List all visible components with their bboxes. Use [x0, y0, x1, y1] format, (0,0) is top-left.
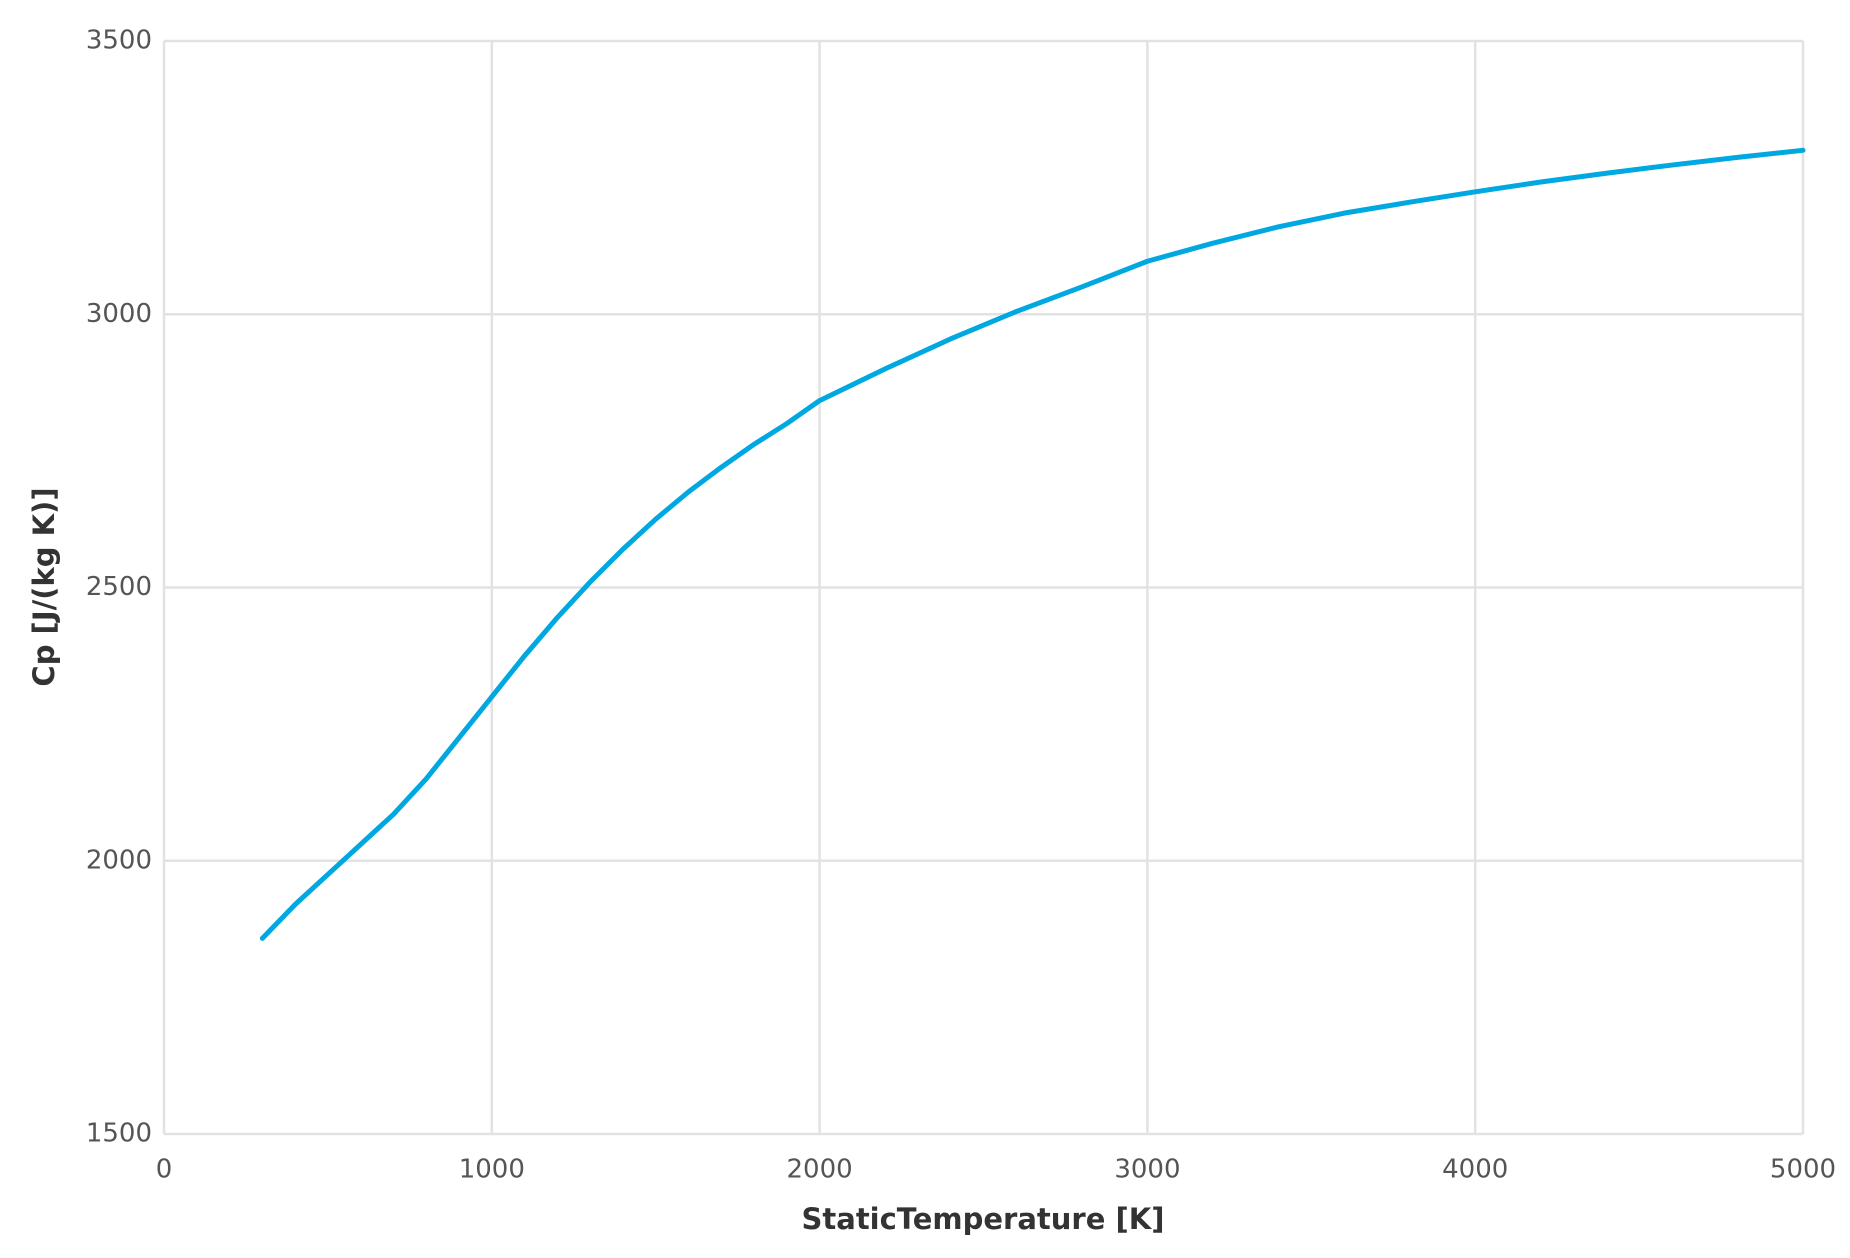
x-tick-label: 3000	[1114, 1155, 1180, 1185]
x-tick-label: 4000	[1442, 1155, 1508, 1185]
y-axis-label: Cp [J/(kg K)]	[27, 487, 61, 686]
x-tick-label: 5000	[1770, 1155, 1836, 1185]
x-tick-label: 1000	[459, 1155, 525, 1185]
y-tick-label: 1500	[86, 1119, 152, 1149]
y-tick-label: 2000	[86, 845, 152, 875]
y-tick-label: 3500	[86, 26, 152, 56]
y-tick-label: 2500	[86, 572, 152, 602]
x-tick-label: 0	[156, 1155, 173, 1185]
x-tick-label: 2000	[787, 1155, 853, 1185]
y-tick-label: 3000	[86, 299, 152, 329]
data-line	[259, 147, 1806, 941]
x-axis-label: StaticTemperature [K]	[802, 1202, 1165, 1236]
